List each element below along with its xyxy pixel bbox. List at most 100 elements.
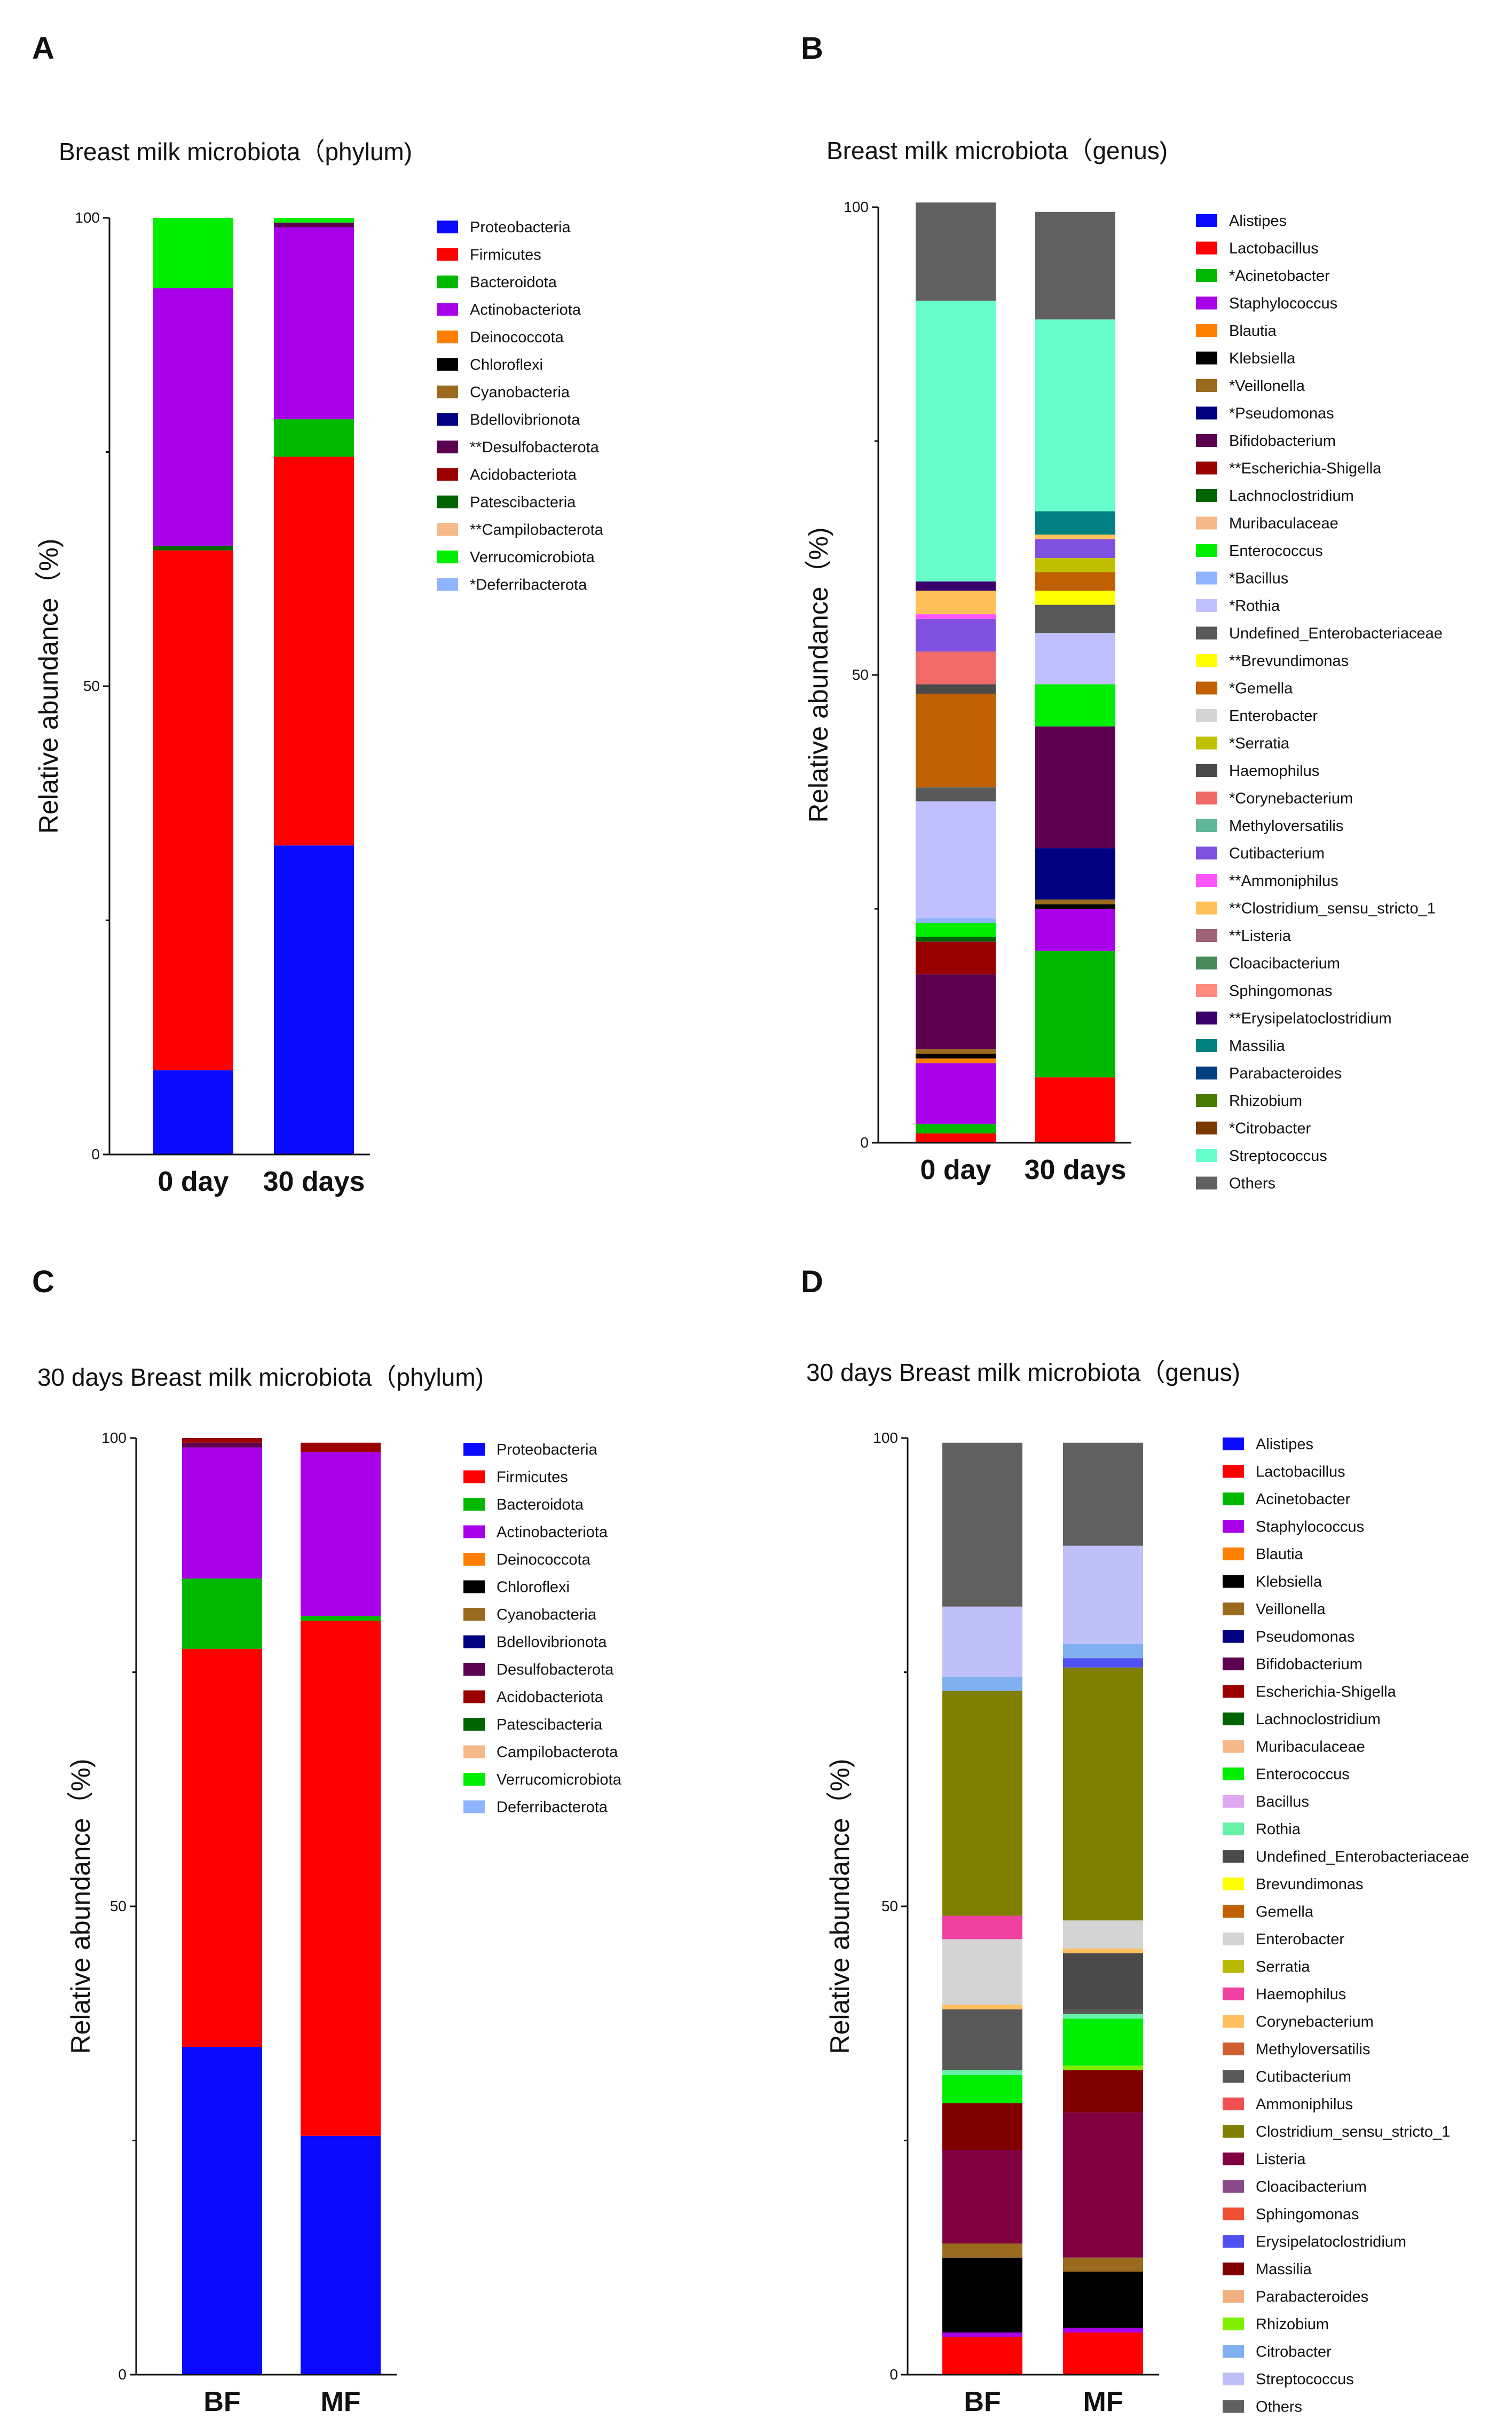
bar-segment-d-bf-clostridium-sensu-stricto-1	[942, 1691, 1022, 1916]
legend-label-d-muribaculaceae: Muribaculaceae	[1256, 1739, 1365, 1756]
bar-segment-a-0-day-actinobacteriota	[153, 288, 233, 546]
legend-label-b-blautia: Blautia	[1229, 323, 1277, 340]
bar-segment-b-30-days-gemella	[1035, 572, 1115, 591]
legend-swatch-b-blautia	[1196, 324, 1217, 337]
legend-swatch-c-proteobacteria	[463, 1443, 485, 1456]
legend-label-b-staphylococcus: Staphylococcus	[1229, 295, 1337, 312]
legend-swatch-d-d-methyloversatilis	[1223, 2043, 1244, 2055]
legend-swatch-d-alistipes	[1223, 1438, 1244, 1450]
legend-swatch-b-citrobacter	[1196, 1121, 1217, 1135]
legend-label-d-escherichia-shigella: Escherichia-Shigella	[1256, 1684, 1397, 1701]
bar-segment-b-30-days-massilia	[1035, 511, 1115, 535]
bar-segment-d-mf-listeria	[1063, 2112, 1143, 2258]
legend-label-b-enterobacter: Enterobacter	[1229, 708, 1318, 725]
legend-swatch-b-pseudomonas	[1196, 406, 1217, 420]
bar-segment-d-bf-listeria	[942, 2150, 1022, 2244]
legend-label-d-d-erysipelatoclostridium: Erysipelatoclostridium	[1256, 2234, 1406, 2251]
x-tick-label-a-0-day: 0 day	[158, 1166, 229, 1197]
bar-segment-c-bf-desulfobacterota	[182, 1442, 262, 1448]
legend-swatch-b-klebsiella	[1196, 351, 1217, 365]
legend-label-d-others: Others	[1256, 2399, 1302, 2416]
legend-label-d-brevundimonas: Brevundimonas	[1256, 1876, 1364, 1893]
legend-label-b-veillonella: *Veillonella	[1229, 378, 1305, 395]
legend-label-d-bifidobacterium: Bifidobacterium	[1256, 1656, 1363, 1673]
legend-label-a-patescibacteria: Patescibacteria	[470, 494, 576, 511]
y-tick-label-d-50: 50	[881, 1898, 898, 1914]
bar-segment-a-0-day-proteobacteria	[153, 1070, 233, 1154]
legend-label-a-firmicutes: Firmicutes	[470, 247, 541, 264]
legend-swatch-a-patescibacteria	[437, 496, 458, 508]
legend-swatch-d-d-sphingomonas	[1223, 2208, 1244, 2220]
legend-label-b-serratia: *Serratia	[1229, 735, 1290, 752]
legend-label-b-rhizobium: Rhizobium	[1229, 1093, 1302, 1110]
legend-swatch-b-erysipelatoclostridium	[1196, 1011, 1217, 1025]
bar-segment-d-mf-cutibacterium	[1063, 2009, 1143, 2014]
legend-swatch-d-lachnoclostridium	[1223, 1713, 1244, 1725]
legend-label-b-lachnoclostridium: Lachnoclostridium	[1229, 488, 1354, 505]
chart-title-d: 30 days Breast milk microbiota（genus)	[806, 1358, 1240, 1386]
legend-swatch-d-staphylococcus	[1223, 1520, 1244, 1533]
legend-label-a-bacteroidota: Bacteroidota	[470, 274, 557, 291]
legend-swatch-d-escherichia-shigella	[1223, 1685, 1244, 1698]
legend-swatch-b-acinetobacter	[1196, 269, 1217, 282]
legend-swatch-a-acidobacteriota	[437, 468, 458, 481]
panel-a-chart: Breast milk microbiota（phylum) Relative a…	[34, 138, 604, 1197]
legend-swatch-a-proteobacteria	[437, 221, 458, 233]
legend-swatch-d-brevundimonas	[1223, 1878, 1244, 1890]
legend-label-b-undefined-enterobacteriaceae: Undefined_Enterobacteriaceae	[1229, 625, 1443, 642]
bar-segment-c-bf-bacteroidota	[182, 1578, 262, 1649]
legend-swatch-d-pseudomonas	[1223, 1630, 1244, 1643]
bar-segment-d-bf-lactobacillus	[942, 2337, 1022, 2375]
legend-swatch-c-bdellovibrionota	[463, 1635, 485, 1648]
bar-segment-d-bf-veillonella	[942, 2243, 1022, 2258]
legend-swatch-b-streptococcus	[1196, 1149, 1217, 1162]
x-tick-label-c-bf: BF	[203, 2386, 240, 2417]
bar-segment-b-0-day-lactobacillus	[916, 1133, 996, 1143]
legend-label-a-bdellovibrionota: Bdellovibrionota	[470, 412, 580, 429]
legend-swatch-b-rhizobium	[1196, 1094, 1217, 1107]
bar-segment-c-mf-proteobacteria	[301, 2135, 381, 2375]
legend-label-d-d-bacillus: Bacillus	[1256, 1794, 1309, 1811]
legend-swatch-d-d-cutibacterium	[1223, 2070, 1244, 2083]
legend-label-b-listeria: **Listeria	[1229, 928, 1292, 945]
bar-segment-b-0-day-veillonella	[916, 1049, 996, 1054]
legend-swatch-b-serratia	[1196, 736, 1217, 750]
bar-segment-b-0-day-acinetobacter	[916, 1124, 996, 1134]
legend-label-d-d-methyloversatilis: Methyloversatilis	[1256, 2041, 1370, 2058]
bar-segment-b-30-days-pseudomonas	[1035, 848, 1115, 900]
legend-label-d-veillonella: Veillonella	[1256, 1601, 1326, 1618]
legend-label-b-acinetobacter: *Acinetobacter	[1229, 268, 1330, 285]
legend-swatch-c-patescibacteria	[463, 1718, 485, 1731]
x-tick-label-b-30-days: 30 days	[1025, 1154, 1127, 1185]
chart-title-a: Breast milk microbiota（phylum)	[59, 138, 412, 166]
legend-label-d-d-undefined-enterobacteriaceae: Undefined_Enterobacteriaceae	[1256, 1849, 1469, 1866]
legend-swatch-b-veillonella	[1196, 379, 1217, 392]
legend-swatch-c-campilobacterota	[463, 1745, 485, 1758]
chart-title-b: Breast milk microbiota（genus)	[826, 137, 1168, 164]
legend-label-a-campilobacterota: **Campilobacterota	[470, 522, 604, 539]
bar-segment-b-30-days-streptococcus	[1035, 319, 1115, 512]
legend-swatch-d-lactobacillus	[1223, 1465, 1244, 1478]
x-tick-label-a-30-days: 30 days	[263, 1166, 365, 1197]
legend-label-a-verrucomicrobiota: Verrucomicrobiota	[470, 549, 595, 566]
bar-segment-d-bf-haemophilus	[942, 1915, 1022, 1939]
bar-segment-d-mf-lactobacillus	[1063, 2332, 1143, 2375]
legend-swatch-b-enterococcus	[1196, 544, 1217, 557]
bar-segment-d-mf-staphylococcus	[1063, 2328, 1143, 2333]
bar-segment-b-0-day-haemophilus	[916, 684, 996, 694]
legend-label-d-klebsiella: Klebsiella	[1256, 1574, 1322, 1591]
bar-segment-d-mf-rothia	[1063, 2014, 1143, 2019]
legend-label-d-enterococcus: Enterococcus	[1256, 1766, 1350, 1783]
y-axis-label-c: Relative abundance（%)	[66, 1758, 96, 2054]
legend-swatch-c-verrucomicrobiota	[463, 1773, 485, 1786]
bar-segment-a-30-days-desulfobacterota	[274, 222, 354, 227]
legend-label-d-acinetobacter: Acinetobacter	[1256, 1491, 1351, 1508]
bar-segment-b-0-day-erysipelatoclostridium	[916, 581, 996, 591]
y-tick-label-b-100: 100	[844, 199, 869, 215]
x-tick-label-b-0-day: 0 day	[920, 1154, 991, 1185]
legend-label-a-acidobacteriota: Acidobacteriota	[470, 467, 577, 484]
legend-label-d-blautia: Blautia	[1256, 1546, 1304, 1563]
bar-segment-c-mf-actinobacteriota	[301, 1452, 381, 1616]
legend-swatch-c-bacteroidota	[463, 1498, 485, 1511]
legend-label-d-lachnoclostridium: Lachnoclostridium	[1256, 1711, 1381, 1728]
